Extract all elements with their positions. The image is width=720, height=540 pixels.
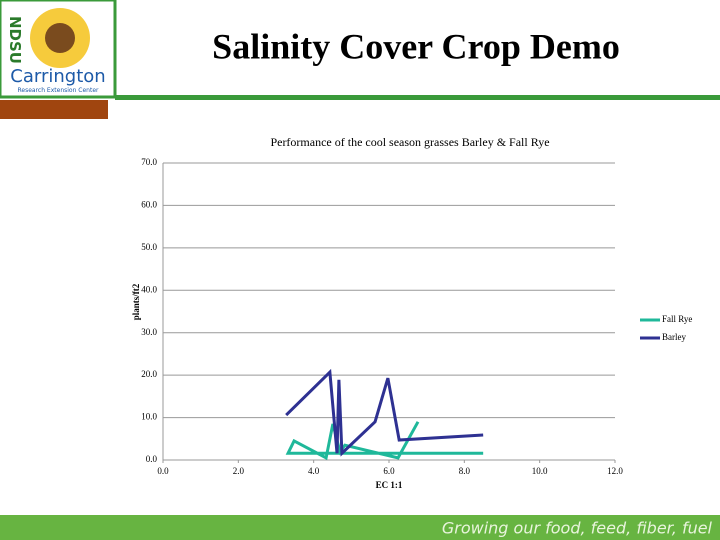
x-tick-label: 2.0 xyxy=(233,466,245,476)
y-tick-label: 30.0 xyxy=(141,327,157,337)
y-tick-label: 60.0 xyxy=(141,199,157,209)
brown-bar xyxy=(0,100,108,119)
logo-letters: NDSU xyxy=(6,16,24,64)
x-tick-label: 4.0 xyxy=(308,466,320,476)
x-tick-label: 10.0 xyxy=(532,466,548,476)
x-axis-label: EC 1:1 xyxy=(376,480,403,490)
title-rule xyxy=(115,95,720,100)
x-tick-label: 0.0 xyxy=(157,466,169,476)
series-line xyxy=(285,368,484,457)
logo-sub: Research Extension Center xyxy=(18,87,100,94)
y-tick-label: 10.0 xyxy=(141,412,157,422)
x-tick-label: 8.0 xyxy=(459,466,471,476)
slide-title: Salinity Cover Crop Demo xyxy=(212,26,620,66)
y-tick-label: 40.0 xyxy=(141,284,157,294)
logo-center xyxy=(45,23,75,53)
logo-name: Carrington xyxy=(10,66,105,87)
legend-label: Barley xyxy=(662,332,686,342)
y-tick-label: 0.0 xyxy=(146,454,158,464)
y-tick-label: 70.0 xyxy=(141,157,157,167)
y-tick-label: 20.0 xyxy=(141,369,157,379)
y-tick-label: 50.0 xyxy=(141,242,157,252)
x-tick-label: 12.0 xyxy=(607,466,623,476)
x-tick-label: 6.0 xyxy=(383,466,395,476)
legend-label: Fall Rye xyxy=(662,314,692,324)
chart-title: Performance of the cool season grasses B… xyxy=(270,135,549,149)
footer-bar xyxy=(0,515,720,540)
footer-text: Growing our food, feed, fiber, fuel xyxy=(442,519,713,538)
y-axis-label: plants/ft2 xyxy=(131,283,141,320)
series-line xyxy=(285,421,484,461)
